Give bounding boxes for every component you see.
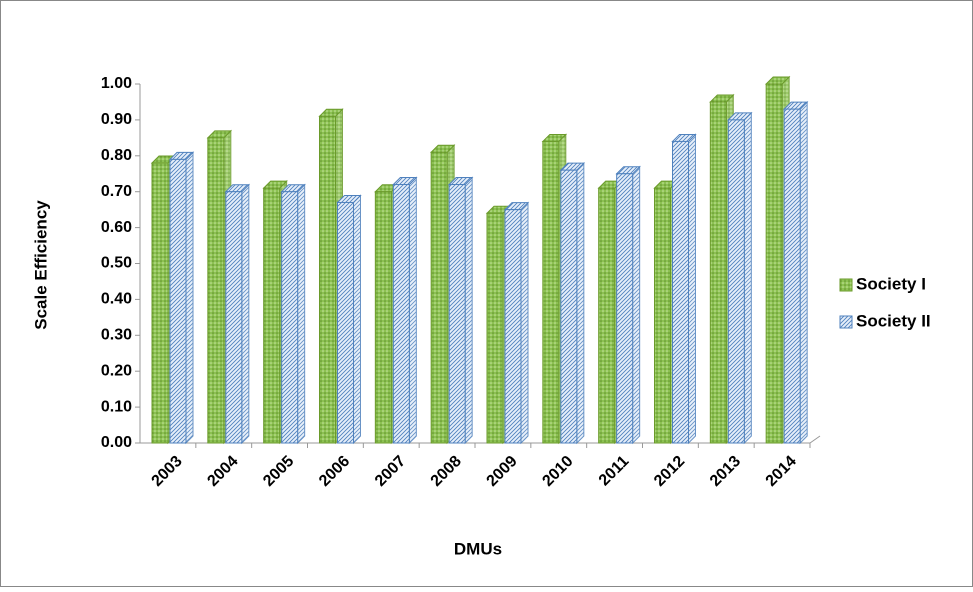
- bar: [448, 184, 466, 444]
- y-tick-label: 0.90: [101, 111, 132, 128]
- bar-side: [353, 194, 361, 445]
- y-tick-label: 0.60: [101, 219, 132, 236]
- bar-side: [799, 100, 808, 445]
- bar: [486, 212, 504, 444]
- bar: [392, 184, 410, 444]
- bar: [263, 187, 281, 444]
- bar: [374, 191, 392, 444]
- bar: [319, 115, 336, 444]
- legend-swatch: [839, 315, 853, 329]
- bar: [207, 137, 225, 444]
- bar-side: [464, 176, 473, 445]
- bar-side: [576, 161, 585, 445]
- legend-label: Society II: [856, 311, 931, 330]
- bar: [151, 162, 169, 444]
- y-tick-label: 1.00: [101, 75, 132, 92]
- bar-side: [408, 176, 417, 445]
- bar: [281, 191, 299, 444]
- bar-side: [743, 111, 752, 445]
- bar: [598, 187, 616, 444]
- bar: [542, 140, 560, 444]
- y-tick-label: 0.80: [101, 147, 132, 164]
- y-tick-label: 0.50: [101, 255, 132, 272]
- y-tick-label: 0.30: [101, 327, 132, 344]
- bar: [560, 169, 578, 444]
- y-tick-label: 0.70: [101, 183, 132, 200]
- y-axis-title: Scale Efficiency: [31, 200, 50, 330]
- y-tick-label: 0.20: [101, 362, 132, 379]
- bar: [616, 173, 634, 444]
- bar: [709, 101, 727, 444]
- bar: [225, 191, 243, 444]
- bar: [654, 187, 671, 444]
- bar-side: [241, 183, 250, 445]
- legend-swatch: [839, 278, 853, 292]
- bar-side: [632, 165, 641, 445]
- legend-label: Society I: [856, 274, 926, 293]
- bar: [672, 140, 689, 444]
- bar: [504, 209, 522, 444]
- bar-side: [297, 183, 306, 445]
- bar: [430, 151, 448, 444]
- y-tick-label: 0.10: [101, 398, 132, 415]
- bar: [765, 83, 783, 444]
- bar-side: [520, 201, 529, 445]
- bar: [783, 108, 801, 444]
- bar: [337, 201, 354, 444]
- bar-side: [185, 151, 194, 445]
- x-axis-title: DMUs: [454, 539, 502, 558]
- bar: [169, 158, 187, 444]
- y-tick-label: 0.00: [101, 434, 132, 451]
- bar-side: [688, 133, 696, 445]
- bar: [727, 119, 745, 444]
- y-tick-label: 0.40: [101, 291, 132, 308]
